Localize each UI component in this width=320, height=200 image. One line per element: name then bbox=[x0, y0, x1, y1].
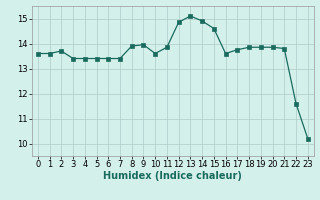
X-axis label: Humidex (Indice chaleur): Humidex (Indice chaleur) bbox=[103, 171, 242, 181]
